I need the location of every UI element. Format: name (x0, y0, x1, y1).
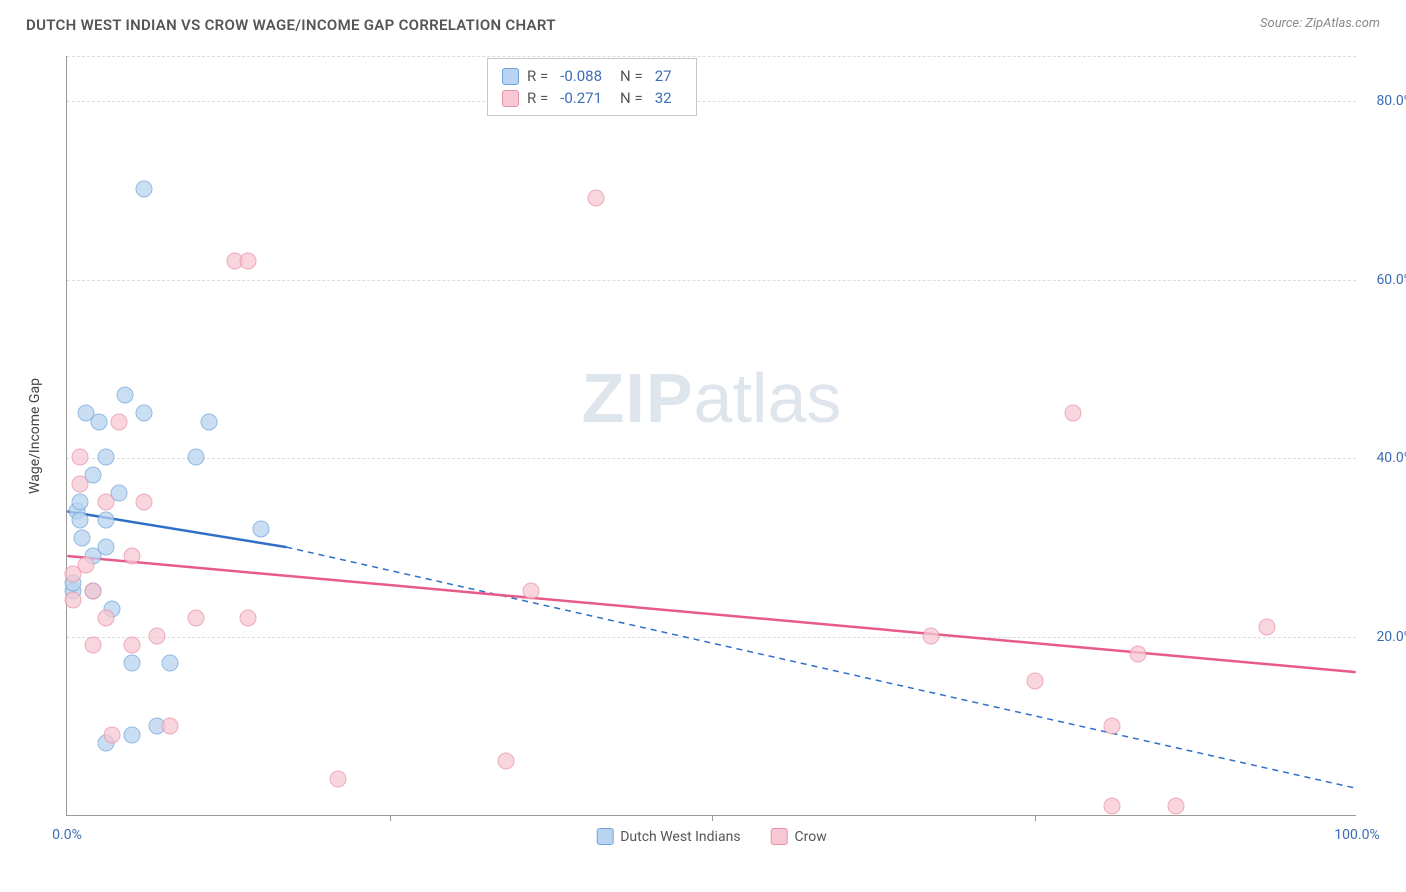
n-value-dutch: 27 (655, 67, 672, 85)
scatter-point (239, 252, 256, 269)
scatter-point (97, 538, 114, 555)
n-label: N = (620, 89, 643, 107)
swatch-dutch (502, 68, 519, 85)
chart-container: DUTCH WEST INDIAN VS CROW WAGE/INCOME GA… (16, 16, 1390, 876)
scatter-point (71, 511, 88, 528)
chart-title: DUTCH WEST INDIAN VS CROW WAGE/INCOME GA… (26, 16, 556, 34)
scatter-point (1065, 404, 1082, 421)
legend-label-dutch: Dutch West Indians (620, 829, 740, 845)
r-value-crow: -0.271 (560, 89, 602, 107)
scatter-point (97, 449, 114, 466)
trend-lines (67, 56, 1356, 815)
scatter-point (84, 583, 101, 600)
scatter-point (74, 529, 91, 546)
scatter-point (162, 655, 179, 672)
watermark: ZIPatlas (582, 358, 842, 438)
correlation-legend: R = -0.088 N = 27 R = -0.271 N = 32 (487, 58, 697, 116)
scatter-point (65, 592, 82, 609)
r-label: R = (527, 89, 548, 107)
gridline (67, 101, 1356, 102)
scatter-point (104, 726, 121, 743)
scatter-point (188, 610, 205, 627)
scatter-point (91, 413, 108, 430)
legend-label-crow: Crow (795, 829, 827, 845)
y-tick-label: 80.0% (1376, 93, 1406, 109)
scatter-point (123, 655, 140, 672)
y-axis-title: Wage/Income Gap (27, 378, 43, 494)
x-tick-label: 0.0% (52, 827, 82, 843)
scatter-point (136, 494, 153, 511)
scatter-point (523, 583, 540, 600)
scatter-point (71, 449, 88, 466)
scatter-point (136, 404, 153, 421)
y-tick-label: 20.0% (1376, 629, 1406, 645)
x-tick (1035, 815, 1036, 821)
header-row: DUTCH WEST INDIAN VS CROW WAGE/INCOME GA… (16, 16, 1390, 42)
scatter-point (97, 494, 114, 511)
scatter-point (71, 476, 88, 493)
trend-line (67, 556, 1355, 672)
x-tick (390, 815, 391, 821)
scatter-point (1168, 798, 1185, 815)
swatch-dutch-icon (596, 828, 613, 845)
x-tick-label: 100.0% (1334, 827, 1379, 843)
scatter-point (123, 637, 140, 654)
scatter-point (97, 610, 114, 627)
gridline (67, 280, 1356, 281)
plot-area: Wage/Income Gap ZIPatlas 20.0%40.0%60.0%… (66, 56, 1356, 816)
y-tick-label: 40.0% (1376, 450, 1406, 466)
legend-row-dutch: R = -0.088 N = 27 (502, 65, 682, 87)
scatter-point (110, 413, 127, 430)
gridline (67, 637, 1356, 638)
series-legend: Dutch West Indians Crow (596, 828, 827, 845)
scatter-point (587, 190, 604, 207)
gridline (67, 458, 1356, 459)
scatter-point (329, 771, 346, 788)
watermark-atlas: atlas (694, 359, 842, 437)
n-value-crow: 32 (655, 89, 672, 107)
swatch-crow-icon (771, 828, 788, 845)
scatter-point (200, 413, 217, 430)
scatter-point (123, 726, 140, 743)
scatter-point (136, 181, 153, 198)
scatter-point (188, 449, 205, 466)
source-attribution: Source: ZipAtlas.com (1260, 16, 1380, 31)
x-tick (712, 815, 713, 821)
scatter-point (1258, 619, 1275, 636)
watermark-zip: ZIP (582, 359, 694, 437)
n-label: N = (620, 67, 643, 85)
gridline (67, 56, 1356, 57)
r-label: R = (527, 67, 548, 85)
r-value-dutch: -0.088 (560, 67, 602, 85)
scatter-point (1103, 717, 1120, 734)
scatter-point (97, 511, 114, 528)
legend-row-crow: R = -0.271 N = 32 (502, 87, 682, 109)
scatter-point (1129, 646, 1146, 663)
scatter-point (162, 717, 179, 734)
scatter-point (78, 556, 95, 573)
scatter-point (123, 547, 140, 564)
scatter-point (1103, 798, 1120, 815)
scatter-point (239, 610, 256, 627)
swatch-crow (502, 90, 519, 107)
legend-item-dutch: Dutch West Indians (596, 828, 740, 845)
legend-item-crow: Crow (771, 828, 827, 845)
scatter-point (71, 494, 88, 511)
scatter-point (1026, 672, 1043, 689)
scatter-point (923, 628, 940, 645)
y-tick-label: 60.0% (1376, 272, 1406, 288)
scatter-point (252, 520, 269, 537)
scatter-point (149, 628, 166, 645)
scatter-point (117, 386, 134, 403)
scatter-point (497, 753, 514, 770)
scatter-point (84, 637, 101, 654)
trend-line (286, 547, 1355, 788)
